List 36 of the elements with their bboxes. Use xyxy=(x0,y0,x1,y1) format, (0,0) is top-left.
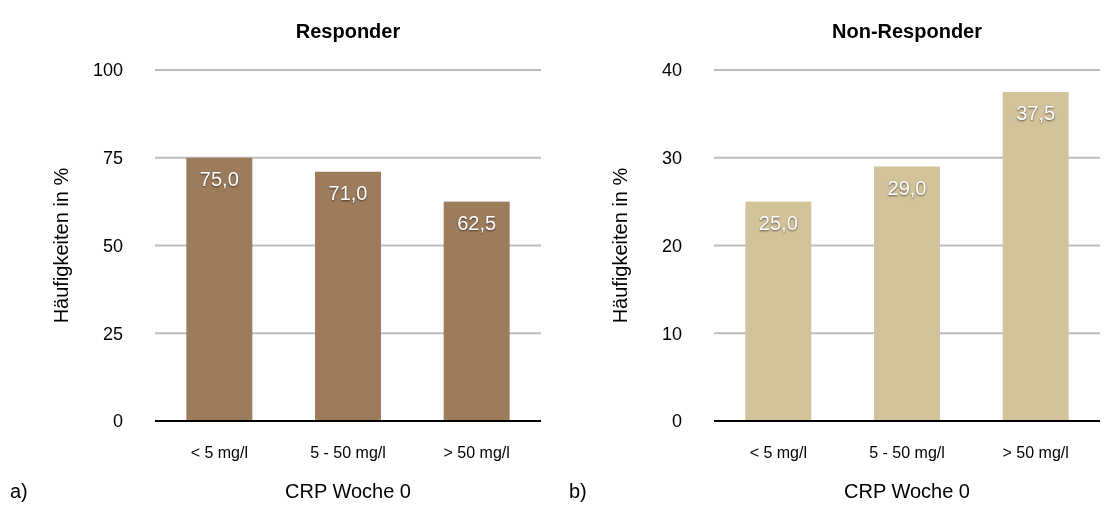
bar xyxy=(874,166,940,421)
data-label: 75,0 xyxy=(199,167,239,190)
chart-title: Responder xyxy=(295,20,401,42)
chart-title: Non-Responder xyxy=(832,20,983,42)
x-tick-label: 5 - 50 mg/l xyxy=(869,444,945,461)
text: a) xyxy=(10,480,28,502)
bar xyxy=(745,201,812,421)
data-label: 25,0 xyxy=(758,211,798,234)
y-tick-label: 75 xyxy=(102,148,123,169)
bar xyxy=(1002,91,1069,421)
text: b) xyxy=(569,480,587,502)
y-tick-label: 0 xyxy=(671,411,682,432)
y-tick-label: 10 xyxy=(661,323,682,344)
x-tick-label: > 50 mg/l xyxy=(1002,444,1069,461)
x-axis-title: CRP Woche 0 xyxy=(844,480,970,502)
bar xyxy=(315,171,381,421)
y-tick-label: 30 xyxy=(661,148,682,169)
y-tick-label: 40 xyxy=(661,60,682,81)
data-label: 29,0 xyxy=(887,176,927,199)
x-tick-label: > 50 mg/l xyxy=(443,444,510,461)
x-tick-label: < 5 mg/l xyxy=(190,444,249,461)
bar xyxy=(186,157,253,421)
y-axis-title: Häufigkeiten in % xyxy=(50,167,72,324)
y-tick-label: 20 xyxy=(661,235,682,256)
data-label: 71,0 xyxy=(328,181,368,204)
y-axis-title: Häufigkeiten in % xyxy=(609,167,631,324)
y-tick-label: 25 xyxy=(102,323,123,344)
x-axis-title: CRP Woche 0 xyxy=(285,480,411,502)
bar xyxy=(443,201,510,421)
data-label: 37,5 xyxy=(1016,101,1056,124)
y-tick-label: 50 xyxy=(102,235,123,256)
x-tick-label: 5 - 50 mg/l xyxy=(310,444,386,461)
y-tick-label: 100 xyxy=(92,60,123,81)
data-label: 62,5 xyxy=(457,211,497,234)
y-tick-label: 0 xyxy=(112,411,123,432)
x-tick-label: < 5 mg/l xyxy=(749,444,808,461)
